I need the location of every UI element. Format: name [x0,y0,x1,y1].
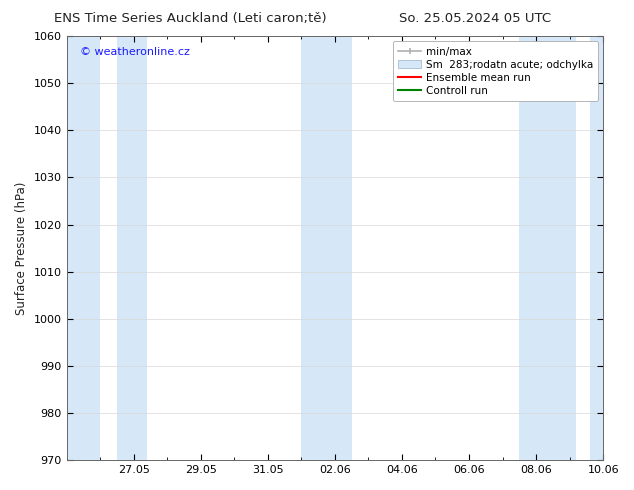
Bar [590,36,603,460]
Legend: min/max, Sm  283;rodatn acute; odchylka, Ensemble mean run, Controll run: min/max, Sm 283;rodatn acute; odchylka, … [393,41,598,101]
Bar [519,36,576,460]
Bar [67,36,100,460]
Bar [117,36,147,460]
Text: So. 25.05.2024 05 UTC: So. 25.05.2024 05 UTC [399,12,552,25]
Text: ENS Time Series Auckland (Leti caron;tě): ENS Time Series Auckland (Leti caron;tě) [54,12,327,25]
Text: © weatheronline.cz: © weatheronline.cz [80,47,190,57]
Y-axis label: Surface Pressure (hPa): Surface Pressure (hPa) [15,181,28,315]
Bar [301,36,352,460]
